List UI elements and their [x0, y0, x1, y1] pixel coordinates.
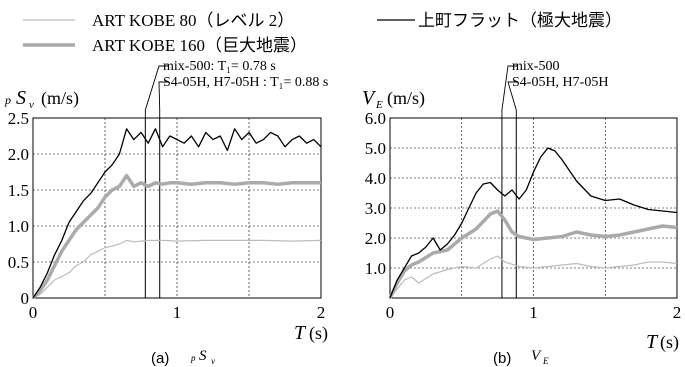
svg-text:v: v	[211, 356, 215, 366]
svg-text:S: S	[199, 348, 207, 364]
panel-b-xlabel: T (s)	[646, 331, 679, 353]
series-line	[388, 209, 678, 299]
svg-text:S: S	[16, 87, 26, 109]
y-tick-label: 0.5	[8, 253, 29, 272]
svg-text:E: E	[542, 356, 549, 366]
panel-a-series	[31, 128, 322, 300]
panel-b-xlabel-unit: (s)	[660, 332, 679, 353]
svg-text:V: V	[531, 348, 542, 364]
annotation-leader	[501, 65, 518, 118]
annotation-label: S4-05H, H7-05H : T₁= 0.88 s	[163, 75, 328, 90]
series-line	[32, 128, 322, 299]
annotation-label: mix-500	[512, 59, 559, 74]
panel-a-xlabel-unit: (s)	[309, 323, 328, 344]
panel-a: mix-500: T₁= 0.78 sS4-05H, H7-05H : T₁= …	[4, 59, 328, 367]
panel-b-caption-label: (b)	[493, 350, 511, 367]
svg-text:V: V	[362, 87, 377, 109]
x-tick-label: 1	[529, 303, 538, 322]
x-tick-label: 2	[317, 303, 326, 322]
svg-text:p: p	[190, 353, 196, 363]
panel-a-grid	[33, 118, 321, 298]
x-tick-label: 0	[386, 303, 395, 322]
annotation-label: mix-500: T₁= 0.78 s	[163, 59, 276, 74]
panel-b-ticks: 1.0 2.0 3.0 4.0 5.0 6.0 0 1 2	[365, 109, 682, 322]
y-tick-label: 2.0	[8, 145, 29, 164]
panel-a-ylabel-unit: (m/s)	[41, 88, 79, 109]
annotation-leader	[144, 65, 169, 118]
legend: ART KOBE 80（レベル 2） ART KOBE 160（巨大地震） 上町…	[23, 11, 622, 55]
x-tick-label: 0	[29, 303, 38, 322]
panel-a-caption-label: (a)	[151, 350, 169, 367]
panel-a-xlabel: T (s)	[294, 322, 328, 344]
panel-b-caption: (b) V E	[493, 348, 549, 367]
series-line	[389, 147, 678, 299]
annotation-label: S4-05H, H7-05H	[512, 75, 608, 90]
panel-a-annotations: mix-500: T₁= 0.78 sS4-05H, H7-05H : T₁= …	[144, 59, 328, 298]
svg-text:p: p	[4, 93, 11, 107]
series-line	[389, 255, 678, 299]
svg-text:E: E	[375, 99, 383, 111]
y-tick-label: 6.0	[365, 109, 386, 128]
panel-a-ticks: 0 0.5 1.0 1.5 2.0 2.5 0 1 2	[8, 109, 326, 322]
annotation-leader	[507, 81, 518, 118]
legend-label-artkobe160: ART KOBE 160（巨大地震）	[92, 36, 307, 55]
y-tick-label: 0	[21, 289, 30, 308]
panel-a-caption: (a) p S v	[151, 348, 215, 367]
svg-text:T: T	[294, 322, 307, 344]
series-line	[32, 239, 322, 299]
y-tick-label: 5.0	[365, 139, 386, 158]
y-tick-label: 2.5	[8, 109, 29, 128]
x-tick-label: 2	[673, 303, 682, 322]
x-tick-label: 1	[173, 303, 182, 322]
panel-b-ylabel: V E (m/s)	[362, 87, 425, 111]
panel-b-ylabel-unit: (m/s)	[387, 88, 425, 109]
y-tick-label: 4.0	[365, 169, 386, 188]
legend-label-artkobe80: ART KOBE 80（レベル 2）	[92, 11, 294, 30]
svg-text:v: v	[29, 99, 34, 111]
y-tick-label: 1.0	[8, 217, 29, 236]
y-tick-label: 2.0	[365, 229, 386, 248]
panel-a-ylabel: p S v (m/s)	[4, 87, 79, 111]
svg-text:T: T	[646, 331, 659, 353]
series-line	[31, 173, 321, 300]
annotation-leader	[158, 81, 169, 118]
y-tick-label: 1.0	[365, 259, 386, 278]
y-tick-label: 3.0	[365, 199, 386, 218]
panel-b-series	[388, 147, 678, 299]
panel-b-grid	[390, 118, 677, 298]
y-tick-label: 1.5	[8, 181, 29, 200]
legend-label-uemachi: 上町フラット（極大地震）	[418, 11, 622, 30]
